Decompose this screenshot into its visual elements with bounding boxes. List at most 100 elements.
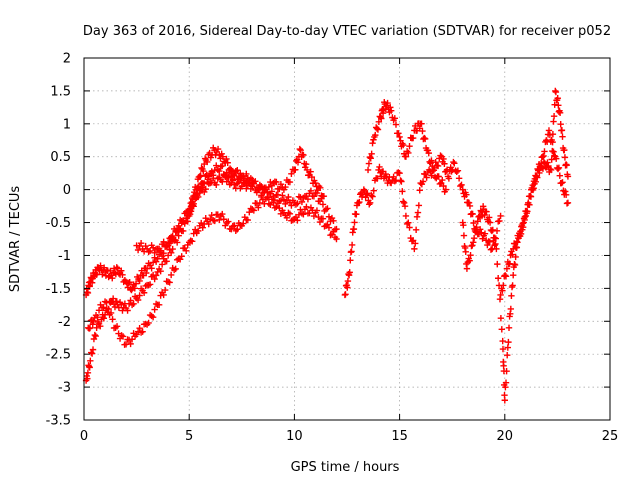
data-point xyxy=(166,279,173,286)
data-point xyxy=(516,232,523,239)
data-point xyxy=(189,238,196,245)
data-point xyxy=(458,181,465,189)
data-point xyxy=(229,177,236,184)
data-point xyxy=(344,277,352,285)
data-point xyxy=(297,146,304,154)
data-point xyxy=(434,162,442,170)
data-point xyxy=(136,277,143,285)
data-point xyxy=(160,291,167,299)
data-point xyxy=(273,203,280,211)
data-point xyxy=(152,272,160,279)
data-point xyxy=(501,397,508,404)
data-point xyxy=(405,219,412,226)
y-tick-label: -2 xyxy=(58,315,71,330)
data-point xyxy=(157,267,164,275)
data-point xyxy=(499,337,506,345)
data-point xyxy=(505,324,513,332)
data-point xyxy=(268,196,276,203)
data-point xyxy=(510,272,517,279)
data-point xyxy=(100,304,107,311)
data-point xyxy=(387,107,395,114)
data-point xyxy=(256,199,264,207)
data-point xyxy=(304,195,312,203)
data-point xyxy=(562,191,570,199)
data-point xyxy=(163,242,170,249)
data-point xyxy=(178,253,185,260)
data-point xyxy=(395,130,402,137)
data-point xyxy=(119,271,126,279)
data-point xyxy=(494,260,501,268)
data-point xyxy=(325,224,333,231)
data-point xyxy=(107,309,115,317)
data-point xyxy=(372,131,379,139)
data-point xyxy=(213,181,220,188)
data-point xyxy=(511,261,519,269)
data-point xyxy=(376,163,383,171)
data-point xyxy=(497,212,504,220)
data-point xyxy=(540,152,547,160)
data-point xyxy=(182,247,190,255)
data-point xyxy=(179,227,187,235)
data-point xyxy=(288,170,295,177)
data-point xyxy=(504,352,511,359)
data-point xyxy=(400,198,407,205)
data-point xyxy=(207,216,214,223)
data-point xyxy=(195,227,202,235)
data-point xyxy=(558,127,566,134)
data-point xyxy=(493,245,500,253)
data-point xyxy=(406,224,413,231)
data-point xyxy=(157,247,164,254)
data-point xyxy=(441,160,448,167)
data-point xyxy=(151,306,158,313)
data-point xyxy=(397,177,404,184)
data-point xyxy=(391,177,398,185)
data-point xyxy=(366,153,374,161)
data-point xyxy=(450,158,457,166)
data-point xyxy=(231,222,238,229)
data-point xyxy=(238,183,245,190)
grid-lines xyxy=(84,58,610,420)
data-point xyxy=(488,227,496,235)
data-point xyxy=(319,201,327,208)
data-point xyxy=(425,149,432,157)
data-point xyxy=(192,226,199,233)
data-point xyxy=(256,185,264,192)
data-point xyxy=(127,340,134,348)
data-point xyxy=(489,226,496,234)
data-point xyxy=(503,367,510,375)
data-point xyxy=(173,228,181,236)
data-point xyxy=(124,307,131,314)
data-point xyxy=(146,247,154,255)
data-point xyxy=(218,150,225,157)
data-point xyxy=(208,168,215,175)
data-point xyxy=(552,155,560,162)
data-point xyxy=(348,241,356,249)
data-point xyxy=(113,264,120,271)
data-point xyxy=(529,186,537,194)
data-point xyxy=(225,218,232,225)
data-point xyxy=(440,155,447,163)
data-point xyxy=(109,316,116,323)
data-point xyxy=(470,219,477,227)
data-point xyxy=(163,258,170,265)
data-point xyxy=(555,164,563,172)
data-point xyxy=(283,214,291,222)
series-2-points xyxy=(82,144,328,384)
data-point xyxy=(84,369,92,376)
data-point xyxy=(423,174,430,181)
data-point xyxy=(298,198,306,206)
data-point xyxy=(205,173,213,180)
data-point xyxy=(557,120,564,128)
data-point xyxy=(324,205,331,212)
data-point xyxy=(353,211,360,218)
data-point xyxy=(325,213,333,220)
data-point xyxy=(310,193,318,200)
data-point xyxy=(400,199,408,207)
data-point xyxy=(140,289,148,296)
y-tick-label: 0.5 xyxy=(50,150,71,165)
data-point xyxy=(294,217,301,224)
data-point xyxy=(88,350,96,357)
data-point xyxy=(292,166,299,173)
data-point xyxy=(130,300,137,308)
data-point xyxy=(554,95,561,102)
